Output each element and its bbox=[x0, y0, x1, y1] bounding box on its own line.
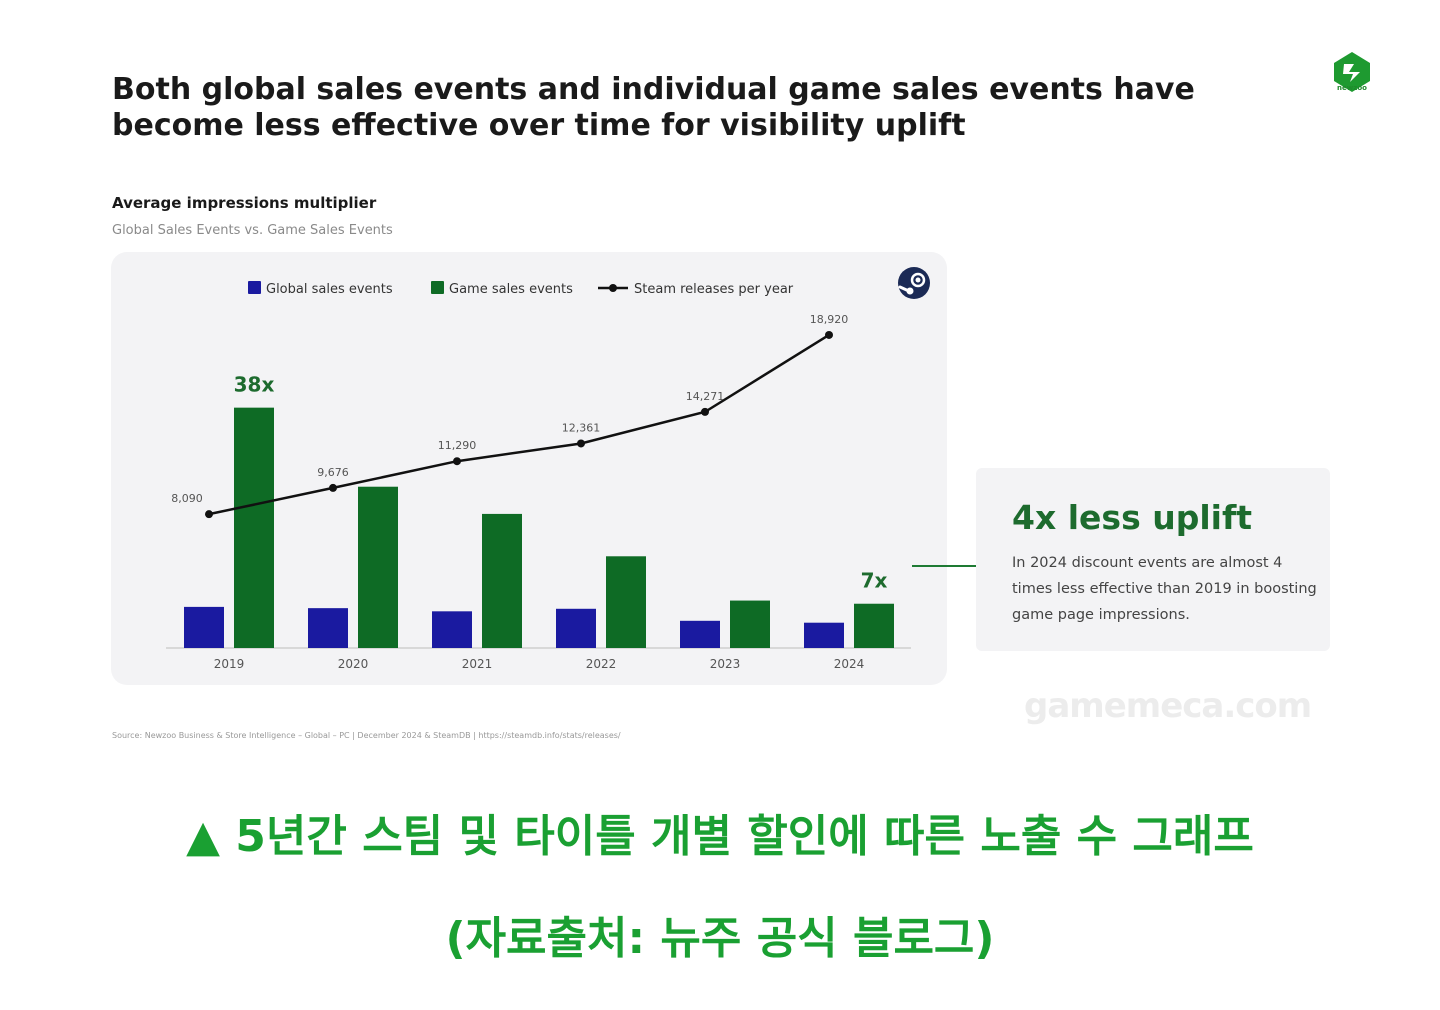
steam-releases-line bbox=[208, 333, 830, 516]
x-tick-label: 2023 bbox=[710, 657, 741, 671]
line-point-2020 bbox=[329, 483, 337, 492]
callout-text: In 2024 discount events are almost 4 tim… bbox=[1012, 555, 1317, 623]
chart-subtitle: Global Sales Events vs. Game Sales Event… bbox=[112, 223, 393, 238]
bar-game-2023 bbox=[730, 600, 770, 648]
bar-annotation-2019: 38x bbox=[234, 373, 275, 397]
bar-game-2022 bbox=[606, 556, 646, 648]
line-value-label: 11,290 bbox=[438, 439, 477, 452]
bar-game-2020 bbox=[358, 486, 398, 648]
caption-line-1: ▲ 5년간 스팀 및 타이틀 개별 할인에 따른 노출 수 그래프 bbox=[186, 811, 1254, 862]
bar-global-2022 bbox=[556, 608, 596, 648]
callout-connector bbox=[912, 565, 976, 567]
line-point-2023 bbox=[701, 407, 709, 416]
legend-label-2: Steam releases per year bbox=[634, 282, 794, 297]
page-title: Both global sales events and individual … bbox=[112, 72, 1195, 143]
legend-swatch-1 bbox=[431, 281, 444, 294]
line-value-label: 12,361 bbox=[562, 421, 601, 434]
x-tick-label: 2021 bbox=[462, 657, 493, 671]
line-point-2021 bbox=[453, 457, 461, 466]
legend-swatch-dot bbox=[609, 284, 617, 292]
newzoo-logo-icon bbox=[1334, 52, 1370, 92]
bar-global-2019 bbox=[184, 606, 224, 648]
x-tick-label: 2024 bbox=[834, 657, 865, 671]
bar-global-2021 bbox=[432, 611, 472, 648]
line-point-2024 bbox=[825, 330, 833, 339]
line-value-label: 18,920 bbox=[810, 313, 849, 326]
bar-global-2020 bbox=[308, 608, 348, 648]
callout-box bbox=[976, 468, 1330, 651]
logo-text: newzoo bbox=[1337, 84, 1367, 92]
line-value-label: 14,271 bbox=[686, 390, 725, 403]
caption-line-2: (자료출처: 뉴주 공식 블로그) bbox=[445, 913, 995, 964]
bar-game-2019 bbox=[234, 407, 274, 648]
x-tick-label: 2022 bbox=[586, 657, 617, 671]
steam-icon bbox=[898, 267, 930, 299]
bar-global-2024 bbox=[804, 622, 844, 648]
source-note: Source: Newzoo Business & Store Intellig… bbox=[112, 731, 621, 740]
bar-global-2023 bbox=[680, 620, 720, 648]
line-point-2019 bbox=[205, 510, 213, 519]
legend-label-1: Game sales events bbox=[449, 282, 573, 297]
legend-swatch-0 bbox=[248, 281, 261, 294]
chart-panel: Global sales events Game sales events Stea… bbox=[111, 252, 947, 685]
line-value-label: 9,676 bbox=[317, 466, 349, 479]
chart-legend: Global sales events Game sales events Stea… bbox=[248, 281, 794, 297]
bar-game-2024 bbox=[854, 603, 894, 648]
x-tick-label: 2020 bbox=[338, 657, 369, 671]
callout-title: 4x less uplift bbox=[1012, 498, 1253, 537]
bar-game-2021 bbox=[482, 513, 522, 648]
x-tick-label: 2019 bbox=[214, 657, 245, 671]
line-point-2022 bbox=[577, 439, 585, 448]
chart-svg: Global sales events Game sales events Stea… bbox=[166, 267, 930, 671]
chart-title: Average impressions multiplier bbox=[112, 194, 377, 212]
watermark: gamemeca.com bbox=[1024, 686, 1312, 726]
line-value-label: 8,090 bbox=[171, 492, 203, 505]
bar-annotation-2024: 7x bbox=[861, 569, 888, 593]
legend-label-0: Global sales events bbox=[266, 282, 393, 297]
